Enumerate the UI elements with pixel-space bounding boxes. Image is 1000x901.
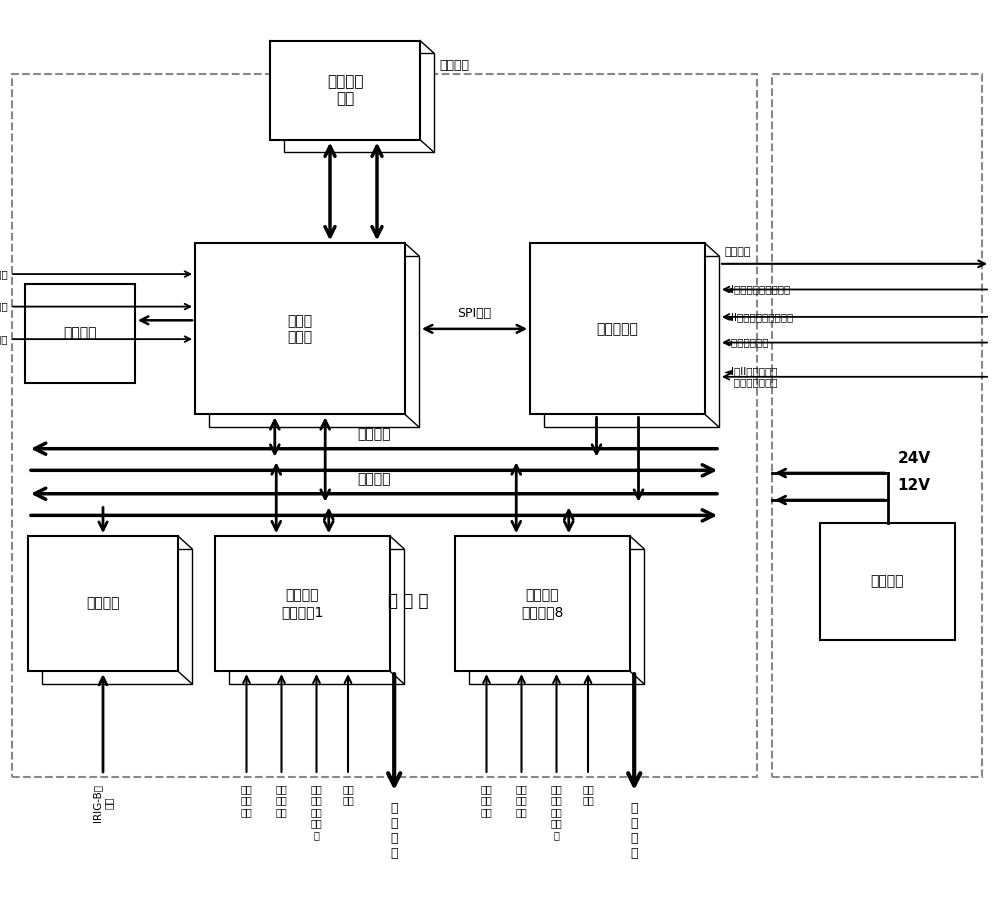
- Text: 对时模块: 对时模块: [86, 596, 120, 611]
- Bar: [42, 549, 192, 684]
- Bar: [215, 536, 390, 671]
- Bar: [12, 74, 757, 777]
- Text: 24V: 24V: [898, 450, 931, 466]
- Text: 电源模块: 电源模块: [871, 574, 904, 588]
- Text: 电机控制
保护模兤8: 电机控制 保护模兤8: [521, 588, 564, 619]
- Text: 断路
器、
接触
器位
置: 断路 器、 接触 器位 置: [311, 784, 322, 841]
- Text: 油流
信号: 油流 信号: [342, 784, 354, 805]
- Text: ◄I、II段电源断路
   器、接触器位置: ◄I、II段电源断路 器、接触器位置: [724, 366, 779, 387]
- Text: 开出模块: 开出模块: [63, 326, 97, 341]
- Text: 中央管
理模块: 中央管 理模块: [287, 314, 313, 344]
- Text: 备自投模块: 备自投模块: [597, 322, 638, 336]
- Text: 人机交互
模块: 人机交互 模块: [327, 74, 363, 106]
- Bar: [544, 256, 719, 427]
- Bar: [284, 53, 434, 152]
- Text: 断路
器、
接触
器位
置: 断路 器、 接触 器位 置: [551, 784, 562, 841]
- Text: 变压器顶层油温: 变压器顶层油温: [0, 269, 8, 279]
- Text: 油泵
电机
电流: 油泵 电机 电流: [276, 784, 287, 817]
- Bar: [530, 243, 705, 414]
- Text: 远方调度: 远方调度: [439, 59, 469, 72]
- Text: 跳闸出口: 跳闸出口: [724, 247, 751, 257]
- Bar: [270, 41, 420, 140]
- Text: 变压器负荷电流: 变压器负荷电流: [0, 302, 8, 312]
- Text: IRIG-B码
信号: IRIG-B码 信号: [92, 784, 114, 822]
- Bar: [195, 243, 405, 414]
- Text: 电机控制
保护模兤1: 电机控制 保护模兤1: [281, 588, 324, 619]
- Bar: [469, 549, 644, 684]
- Bar: [229, 549, 404, 684]
- Text: － － －: － － －: [388, 592, 428, 610]
- Text: ◄－母线电压－: ◄－母线电压－: [724, 338, 770, 348]
- Text: 12V: 12V: [898, 478, 930, 493]
- Text: 风扇
电机
电流: 风扇 电机 电流: [241, 784, 252, 817]
- Text: 跳
闸
出
口: 跳 闸 出 口: [630, 802, 638, 860]
- Text: ◄II段电源电压、电流－: ◄II段电源电压、电流－: [724, 312, 794, 322]
- Text: 对时总线: 对时总线: [357, 472, 391, 487]
- Bar: [772, 74, 982, 777]
- Text: 环境温、湿度: 环境温、湿度: [0, 334, 8, 344]
- Text: 跳
闸
出
口: 跳 闸 出 口: [390, 802, 398, 860]
- Text: 风扇
电机
电流: 风扇 电机 电流: [481, 784, 492, 817]
- Bar: [455, 536, 630, 671]
- Bar: [25, 284, 135, 383]
- Text: 串行总线: 串行总线: [357, 427, 391, 441]
- Text: 油泵
电机
电流: 油泵 电机 电流: [516, 784, 527, 817]
- Text: ◄I段电源电压、电流－: ◄I段电源电压、电流－: [724, 285, 791, 295]
- Text: 油流
信号: 油流 信号: [582, 784, 594, 805]
- Bar: [209, 256, 419, 427]
- Bar: [28, 536, 178, 671]
- Bar: [820, 523, 955, 640]
- Text: SPI总线: SPI总线: [457, 307, 492, 320]
